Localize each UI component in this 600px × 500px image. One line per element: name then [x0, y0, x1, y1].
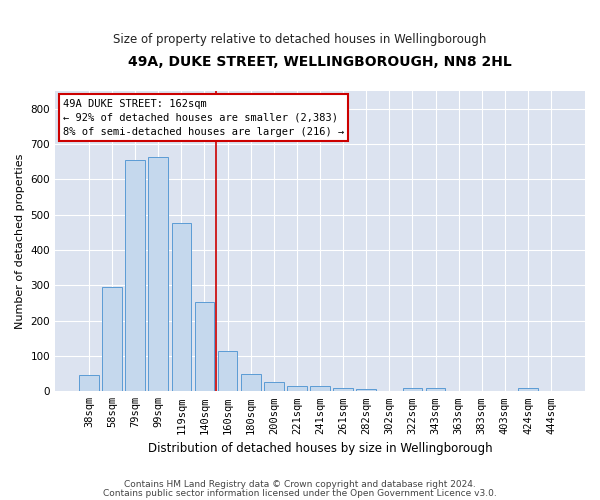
Y-axis label: Number of detached properties: Number of detached properties	[15, 154, 25, 329]
Bar	[334, 388, 353, 392]
Bar	[518, 388, 538, 392]
Bar	[172, 223, 191, 392]
Bar	[102, 287, 122, 392]
Text: Contains public sector information licensed under the Open Government Licence v3: Contains public sector information licen…	[103, 488, 497, 498]
Bar	[125, 160, 145, 392]
Text: 49A DUKE STREET: 162sqm
← 92% of detached houses are smaller (2,383)
8% of semi-: 49A DUKE STREET: 162sqm ← 92% of detache…	[63, 98, 344, 136]
Bar	[310, 386, 330, 392]
Bar	[356, 389, 376, 392]
Bar	[194, 302, 214, 392]
Bar	[426, 388, 445, 392]
Bar	[264, 382, 284, 392]
Bar	[241, 374, 260, 392]
Bar	[287, 386, 307, 392]
Bar	[403, 388, 422, 392]
Bar	[148, 157, 168, 392]
Title: 49A, DUKE STREET, WELLINGBOROUGH, NN8 2HL: 49A, DUKE STREET, WELLINGBOROUGH, NN8 2H…	[128, 55, 512, 69]
X-axis label: Distribution of detached houses by size in Wellingborough: Distribution of detached houses by size …	[148, 442, 493, 455]
Bar	[218, 352, 238, 392]
Text: Size of property relative to detached houses in Wellingborough: Size of property relative to detached ho…	[113, 32, 487, 46]
Text: Contains HM Land Registry data © Crown copyright and database right 2024.: Contains HM Land Registry data © Crown c…	[124, 480, 476, 489]
Bar	[79, 376, 99, 392]
